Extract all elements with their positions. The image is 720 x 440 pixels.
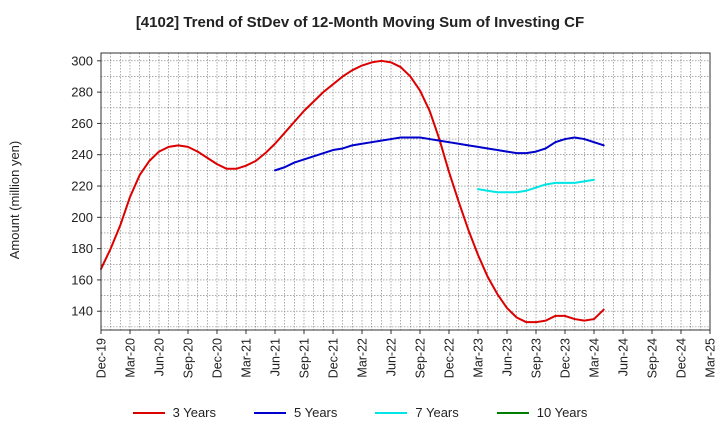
legend-label: 7 Years: [415, 405, 459, 420]
x-tick-label: Sep-23: [530, 338, 544, 378]
y-tick-label: 260: [71, 116, 93, 131]
x-tick-label: Mar-23: [472, 338, 486, 378]
legend-label: 5 Years: [294, 405, 338, 420]
series-line-5-years: [274, 136, 605, 172]
x-tick-label: Mar-21: [240, 338, 254, 378]
legend-item: 7 Years: [375, 405, 459, 420]
legend-label: 3 Years: [172, 405, 216, 420]
series-line-3-years: [100, 59, 605, 324]
chart-title: [4102] Trend of StDev of 12-Month Moving…: [135, 14, 585, 31]
x-tick-label: Jun-22: [385, 338, 399, 376]
y-tick-label: 160: [71, 272, 93, 287]
x-tick-label: Mar-22: [356, 338, 370, 378]
x-tick-label: Dec-21: [327, 338, 341, 378]
x-tick-label: Sep-24: [646, 338, 660, 378]
x-tick-label: Dec-24: [675, 338, 689, 378]
x-tick-label: Jun-23: [501, 338, 515, 376]
x-tick-label: Sep-20: [182, 338, 196, 378]
x-tick-label: Mar-25: [704, 338, 718, 378]
legend: 3 Years 5 Years 7 Years 10 Years: [0, 405, 720, 420]
x-tick-label: Mar-24: [588, 338, 602, 378]
x-tick-label: Sep-21: [298, 338, 312, 378]
y-tick-label: 240: [71, 147, 93, 162]
grid-lines: [101, 53, 710, 330]
y-tick-label: 200: [71, 210, 93, 225]
legend-swatch: [254, 411, 286, 414]
legend-swatch: [375, 411, 408, 414]
x-tick-label: Jun-20: [153, 338, 167, 376]
legend-item: 3 Years: [132, 405, 216, 420]
x-tick-label: Dec-22: [443, 338, 457, 378]
y-tick-label: 220: [71, 179, 93, 194]
y-tick-label: 180: [71, 241, 93, 256]
series-lines: [100, 59, 605, 324]
x-axis-ticks: Dec-19 Mar-20 Jun-20 Sep-20 Dec-20 Mar-21 Jun-…: [95, 330, 718, 378]
plot-border: [100, 52, 711, 331]
x-tick-label: Mar-20: [124, 338, 138, 378]
plot-area: [101, 53, 710, 330]
y-tick-label: 140: [71, 304, 93, 319]
legend-item: 5 Years: [254, 405, 337, 420]
x-tick-label: Dec-19: [95, 338, 109, 378]
x-tick-label: Dec-23: [559, 338, 573, 378]
x-tick-label: Jun-24: [617, 338, 631, 376]
x-tick-label: Jun-21: [269, 338, 283, 376]
y-tick-label: 300: [71, 53, 93, 68]
y-axis-ticks: 140 160 180 200 220 240 260 280 300: [71, 53, 101, 319]
y-tick-label: 280: [71, 85, 93, 100]
legend-swatch: [132, 411, 165, 414]
legend-item: 10 Years: [496, 405, 588, 420]
legend-label: 10 Years: [536, 405, 588, 420]
x-tick-label: Dec-20: [211, 338, 225, 378]
x-tick-label: Sep-22: [414, 338, 428, 378]
legend-swatch: [496, 411, 529, 414]
series-line-7-years: [477, 178, 595, 194]
